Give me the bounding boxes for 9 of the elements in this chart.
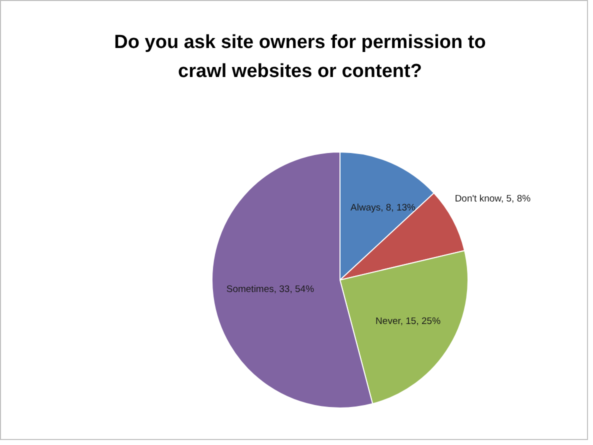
slice-label: Don't know: [454, 194, 502, 205]
slice-label: Never: [376, 316, 401, 327]
slice-label: Sometimes: [226, 284, 274, 296]
data-label: , 5, 8%: [501, 194, 532, 205]
data-label: , 8, 13%: [380, 202, 416, 214]
chart-title: Do you ask site owners for permission to crawl websites or content?: [114, 32, 486, 82]
data-label: , 33, 54%: [274, 284, 315, 296]
slice-label: Always: [350, 202, 381, 214]
data-label: , 15, 25%: [400, 316, 442, 327]
